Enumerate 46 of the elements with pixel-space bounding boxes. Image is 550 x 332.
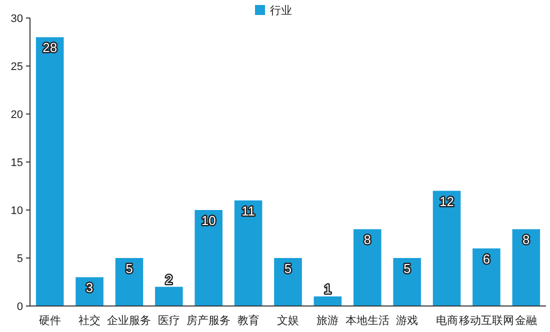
data-label: 6 bbox=[482, 251, 490, 266]
data-label: 5 bbox=[284, 261, 292, 276]
bar bbox=[234, 200, 262, 306]
x-tick-label: 文娱 bbox=[277, 314, 299, 327]
bar bbox=[314, 296, 342, 306]
legend-label: 行业 bbox=[270, 4, 292, 17]
data-label: 10 bbox=[201, 213, 216, 228]
data-label: 1 bbox=[324, 281, 332, 296]
data-label: 5 bbox=[126, 261, 133, 276]
x-tick-label: 本地生活 bbox=[345, 314, 390, 327]
y-tick-label: 0 bbox=[16, 301, 23, 313]
data-label: 28 bbox=[42, 40, 58, 56]
bar bbox=[155, 286, 183, 306]
x-tick-label: 游戏 bbox=[396, 314, 418, 327]
bar bbox=[432, 190, 461, 306]
y-tick-label: 20 bbox=[10, 109, 23, 121]
x-tick-label: 移动互联网 bbox=[458, 315, 514, 327]
bar bbox=[115, 258, 144, 306]
bar bbox=[472, 248, 500, 306]
y-tick-label: 30 bbox=[10, 13, 23, 25]
x-tick-label: 旅游 bbox=[316, 314, 339, 327]
data-label: 8 bbox=[364, 232, 371, 248]
x-tick-label: 社交 bbox=[78, 314, 101, 327]
data-label: 8 bbox=[522, 232, 530, 248]
y-tick-label: 5 bbox=[16, 253, 23, 265]
bar bbox=[274, 258, 302, 306]
data-label: 2 bbox=[165, 272, 173, 287]
x-tick-label: 硬件 bbox=[38, 315, 61, 327]
bar bbox=[393, 258, 421, 306]
bar bbox=[36, 37, 64, 306]
data-label: 12 bbox=[440, 194, 454, 209]
y-tick-label: 25 bbox=[10, 61, 23, 73]
x-tick-label: 教育 bbox=[237, 314, 260, 327]
x-tick-label: 电商 bbox=[436, 314, 458, 327]
y-tick-label: 10 bbox=[10, 205, 23, 217]
x-tick-label: 金融 bbox=[515, 315, 538, 327]
data-label: 3 bbox=[86, 280, 94, 296]
data-label: 11 bbox=[242, 203, 256, 218]
x-tick-label: 企业服务 bbox=[107, 314, 152, 327]
x-tick-label: 房产服务 bbox=[186, 314, 231, 327]
bar bbox=[194, 210, 223, 306]
bar bbox=[512, 229, 540, 306]
x-tick-label: 医疗 bbox=[158, 314, 180, 327]
data-label: 5 bbox=[403, 261, 411, 276]
y-tick-label: 15 bbox=[10, 157, 23, 169]
bar bbox=[353, 229, 382, 306]
